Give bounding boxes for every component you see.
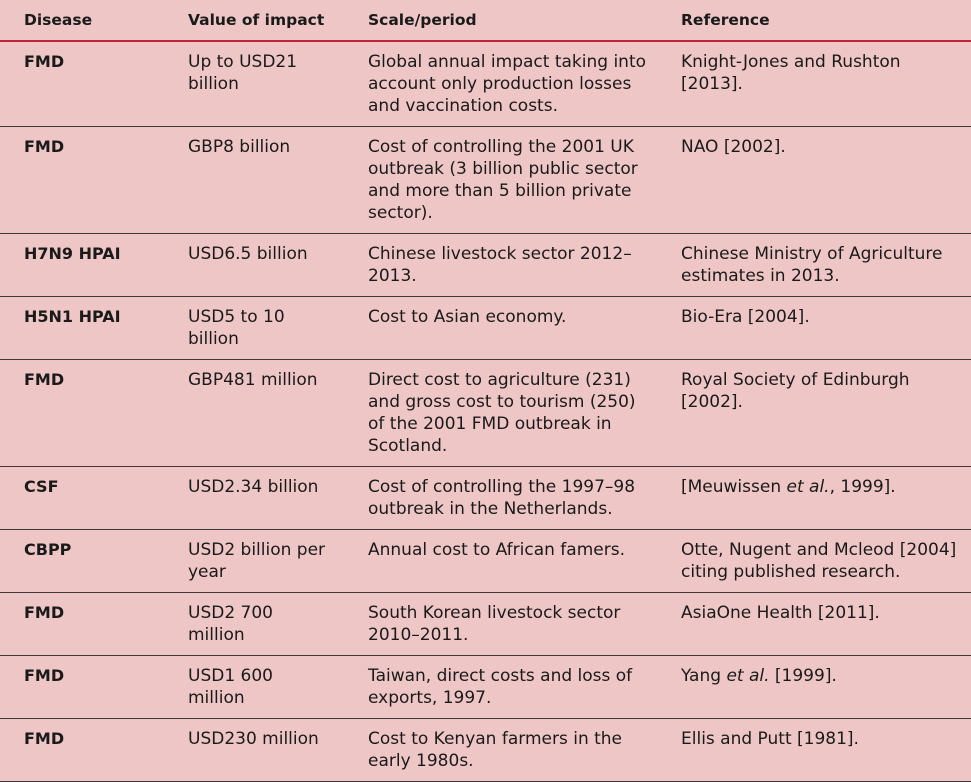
reference-text: AsiaOne Health [2011]. bbox=[681, 603, 880, 623]
cell-disease: FMD bbox=[0, 41, 164, 127]
cell-value: USD5 to 10 billion bbox=[164, 296, 344, 360]
cell-reference: Ellis and Putt [1981]. bbox=[657, 718, 971, 782]
table-row: CSF USD2.34 billion Cost of controlling … bbox=[0, 466, 971, 530]
reference-text: Royal Society of Edinburgh [2002]. bbox=[681, 370, 910, 412]
cell-disease: FMD bbox=[0, 718, 164, 782]
cell-reference: Royal Society of Edinburgh [2002]. bbox=[657, 359, 971, 467]
cell-value: GBP8 billion bbox=[164, 126, 344, 234]
reference-italic: et al. bbox=[786, 477, 830, 497]
cell-value: GBP481 million bbox=[164, 359, 344, 467]
cell-value: USD6.5 billion bbox=[164, 233, 344, 297]
cell-disease: FMD bbox=[0, 126, 164, 234]
cell-value: Up to USD21 billion bbox=[164, 41, 344, 127]
cell-scale: Cost to Asian economy. bbox=[344, 296, 657, 360]
reference-text: Knight-Jones and Rushton [2013]. bbox=[681, 52, 901, 94]
cell-scale: Direct cost to agriculture (231) and gro… bbox=[344, 359, 657, 467]
table-row: H5N1 HPAI USD5 to 10 billion Cost to Asi… bbox=[0, 296, 971, 360]
reference-text-end: [1999]. bbox=[769, 666, 837, 686]
table-row: FMD USD1 600 million Taiwan, direct cost… bbox=[0, 655, 971, 719]
reference-text: Ellis and Putt [1981]. bbox=[681, 729, 859, 749]
cell-value: USD230 million bbox=[164, 718, 344, 782]
table-body: FMD Up to USD21 billion Global annual im… bbox=[0, 41, 971, 782]
cell-disease: FMD bbox=[0, 655, 164, 719]
cell-disease: FMD bbox=[0, 592, 164, 656]
cell-scale: Annual cost to African famers. bbox=[344, 529, 657, 593]
cell-scale: Cost to Kenyan farmers in the early 1980… bbox=[344, 718, 657, 782]
cell-value: USD2 700 million bbox=[164, 592, 344, 656]
table-row: FMD GBP481 million Direct cost to agricu… bbox=[0, 359, 971, 467]
cell-disease: H7N9 HPAI bbox=[0, 233, 164, 297]
cell-value: USD2 billion per year bbox=[164, 529, 344, 593]
reference-text-end: , 1999]. bbox=[829, 477, 896, 497]
cell-scale: Global annual impact taking into account… bbox=[344, 41, 657, 127]
cell-reference: AsiaOne Health [2011]. bbox=[657, 592, 971, 656]
header-disease: Disease bbox=[0, 0, 164, 42]
cell-reference: Bio-Era [2004]. bbox=[657, 296, 971, 360]
reference-text: Otte, Nugent and Mcleod [2004] citing pu… bbox=[681, 540, 957, 582]
cell-reference: [Meuwissen et al., 1999]. bbox=[657, 466, 971, 530]
reference-text: [Meuwissen bbox=[681, 477, 787, 497]
reference-text: Chinese Ministry of Agriculture estimate… bbox=[681, 244, 943, 286]
reference-text: Yang bbox=[681, 666, 727, 686]
cell-reference: Otte, Nugent and Mcleod [2004] citing pu… bbox=[657, 529, 971, 593]
cell-scale: Cost of controlling the 2001 UK outbreak… bbox=[344, 126, 657, 234]
cell-disease: FMD bbox=[0, 359, 164, 467]
cell-disease: H5N1 HPAI bbox=[0, 296, 164, 360]
header-value: Value of impact bbox=[164, 0, 344, 42]
cell-reference: NAO [2002]. bbox=[657, 126, 971, 234]
cell-scale: Cost of controlling the 1997–98 outbreak… bbox=[344, 466, 657, 530]
table-header: Disease Value of impact Scale/period Ref… bbox=[0, 0, 971, 42]
header-scale: Scale/period bbox=[344, 0, 657, 42]
header-row: Disease Value of impact Scale/period Ref… bbox=[0, 0, 971, 42]
reference-text: Bio-Era [2004]. bbox=[681, 307, 810, 327]
cell-scale: South Korean livestock sector 2010–2011. bbox=[344, 592, 657, 656]
reference-italic: et al. bbox=[726, 666, 770, 686]
cell-reference: Yang et al. [1999]. bbox=[657, 655, 971, 719]
cell-scale: Taiwan, direct costs and loss of exports… bbox=[344, 655, 657, 719]
cell-scale: Chinese livestock sector 2012–2013. bbox=[344, 233, 657, 297]
table-row: CBPP USD2 billion per year Annual cost t… bbox=[0, 529, 971, 593]
cell-reference: Chinese Ministry of Agriculture estimate… bbox=[657, 233, 971, 297]
cell-value: USD2.34 billion bbox=[164, 466, 344, 530]
cell-disease: CSF bbox=[0, 466, 164, 530]
reference-text: NAO [2002]. bbox=[681, 137, 786, 157]
table-row: FMD Up to USD21 billion Global annual im… bbox=[0, 41, 971, 127]
cell-value: USD1 600 million bbox=[164, 655, 344, 719]
table-row: H7N9 HPAI USD6.5 billion Chinese livesto… bbox=[0, 233, 971, 297]
header-reference: Reference bbox=[657, 0, 971, 42]
table-row: FMD GBP8 billion Cost of controlling the… bbox=[0, 126, 971, 234]
table-row: FMD USD230 million Cost to Kenyan farmer… bbox=[0, 718, 971, 782]
cell-reference: Knight-Jones and Rushton [2013]. bbox=[657, 41, 971, 127]
table-row: FMD USD2 700 million South Korean livest… bbox=[0, 592, 971, 656]
cell-disease: CBPP bbox=[0, 529, 164, 593]
